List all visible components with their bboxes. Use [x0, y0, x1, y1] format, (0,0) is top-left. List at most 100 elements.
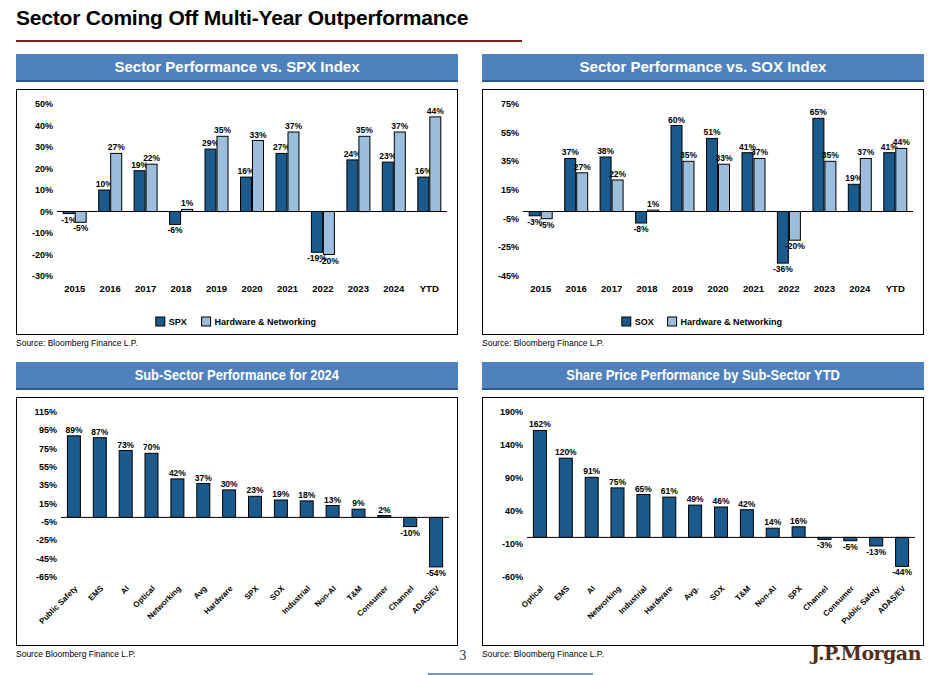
y-tick-label: 15%	[501, 185, 519, 195]
bar-value-label: 75%	[609, 477, 626, 487]
chart-header-subsector-ytd-label: Share Price Performance by Sub-Sector YT…	[566, 362, 840, 388]
y-tick-label: -10%	[502, 539, 523, 549]
y-tick-label: -45%	[36, 554, 57, 564]
bar	[249, 496, 262, 517]
x-category-label: 2024	[383, 283, 405, 294]
bar	[611, 488, 624, 538]
bar	[813, 118, 824, 211]
bar	[217, 136, 228, 211]
x-category-label: 2019	[206, 283, 227, 294]
x-category-label: 2017	[135, 283, 156, 294]
bar-value-label: 33%	[249, 130, 266, 140]
bar	[707, 138, 718, 211]
page-number: 3	[459, 649, 467, 663]
source-note-sox: Source: Bloomberg Finance L.P.	[482, 338, 924, 348]
bar	[884, 153, 895, 212]
bar	[323, 212, 334, 255]
bar	[382, 162, 393, 211]
y-tick-label: 90%	[505, 473, 523, 483]
chart-card-sox: Sector Performance vs. SOX Index 75%55%3…	[482, 54, 924, 348]
x-category-label: 2016	[100, 283, 121, 294]
x-category-label: 2017	[601, 283, 622, 294]
bar-value-label: 60%	[668, 115, 685, 125]
x-category-label: Avg.	[682, 584, 700, 602]
x-category-label: 2021	[277, 283, 299, 294]
legend-label: Hardware & Networking	[681, 317, 783, 327]
bar	[896, 148, 907, 211]
bar	[636, 212, 647, 224]
bar	[825, 161, 836, 211]
y-tick-label: 40%	[35, 121, 53, 131]
y-tick-label: -65%	[36, 572, 57, 582]
y-tick-label: 35%	[39, 480, 57, 490]
bar	[600, 157, 611, 212]
bar-value-label: 16%	[790, 516, 807, 526]
bar	[689, 505, 702, 537]
bar	[119, 451, 132, 518]
x-category-label: AI	[119, 584, 131, 596]
x-category-label: EMS	[87, 584, 106, 603]
legend-swatch	[156, 317, 165, 326]
bar-value-label: 37%	[195, 473, 212, 483]
chart-header-subsector-2024-label: Sub-Sector Performance for 2024	[135, 362, 339, 388]
bar-value-label: 46%	[712, 496, 729, 506]
y-tick-label: 10%	[35, 185, 53, 195]
bar	[288, 132, 299, 212]
bar-value-label: 65%	[810, 107, 827, 117]
bar-value-label: 35%	[680, 150, 697, 160]
bar	[300, 501, 313, 518]
x-category-label: 2018	[171, 283, 192, 294]
bar-value-label: 65%	[635, 484, 652, 494]
y-tick-label: -5%	[41, 517, 57, 527]
bar-value-label: 89%	[65, 425, 82, 435]
legend-swatch	[668, 317, 677, 326]
subsector-ytd-bar-chart: 190%140%90%40%-10%-60%162%120%91%75%65%6…	[483, 398, 923, 645]
x-category-label: SPX	[786, 584, 804, 602]
x-category-label: 2023	[348, 283, 369, 294]
y-tick-label: 50%	[35, 99, 53, 109]
y-tick-label: 75%	[39, 444, 57, 454]
bar-value-label: 2%	[378, 505, 391, 515]
bar	[742, 153, 753, 212]
bar-value-label: 162%	[529, 419, 551, 429]
bar-value-label: -8%	[634, 224, 650, 234]
bar-value-label: 87%	[91, 427, 108, 437]
bar-value-label: 44%	[427, 106, 444, 116]
bar	[326, 506, 339, 518]
chart-box-subsector-2024: 115%95%75%55%35%15%-5%-25%-45%-65%89%87%…	[16, 397, 458, 646]
x-category-label: T&M	[734, 584, 753, 603]
chart-header-spx-label: Sector Performance vs. SPX Index	[114, 58, 359, 75]
source-note-spx: Source: Bloomberg Finance L.P.	[16, 338, 458, 348]
bar	[585, 477, 598, 537]
y-tick-label: -25%	[498, 242, 519, 252]
bar-value-label: 91%	[583, 466, 600, 476]
x-category-label: 2016	[566, 283, 587, 294]
x-category-label: Industrial	[280, 584, 312, 616]
y-tick-label: 20%	[35, 164, 53, 174]
bar	[241, 177, 252, 211]
x-category-label: SOX	[708, 584, 727, 603]
bar	[683, 161, 694, 211]
bar-value-label: 42%	[169, 468, 186, 478]
bar	[740, 510, 753, 538]
bar-value-label: 35%	[822, 150, 839, 160]
y-tick-label: -30%	[32, 271, 53, 281]
x-category-label: Non-AI	[753, 584, 778, 609]
bar-value-label: 14%	[764, 517, 781, 527]
bar	[870, 537, 883, 546]
bar	[612, 180, 623, 212]
bar	[541, 212, 552, 219]
x-category-label: 2021	[743, 283, 765, 294]
y-tick-label: -45%	[498, 271, 519, 281]
chart-card-subsector-ytd: Share Price Performance by Sub-Sector YT…	[482, 362, 924, 659]
chart-header-subsector-ytd: Share Price Performance by Sub-Sector YT…	[482, 362, 924, 390]
bar-value-label: -13%	[866, 547, 886, 557]
bar-value-label: 38%	[597, 146, 614, 156]
chart-header-spx: Sector Performance vs. SPX Index	[16, 54, 458, 82]
bar-value-label: 37%	[285, 121, 302, 131]
bar-value-label: 37%	[391, 121, 408, 131]
y-tick-label: 55%	[39, 462, 57, 472]
bar-value-label: 27%	[108, 142, 125, 152]
bar	[67, 436, 80, 518]
bar-value-label: 42%	[738, 499, 755, 509]
